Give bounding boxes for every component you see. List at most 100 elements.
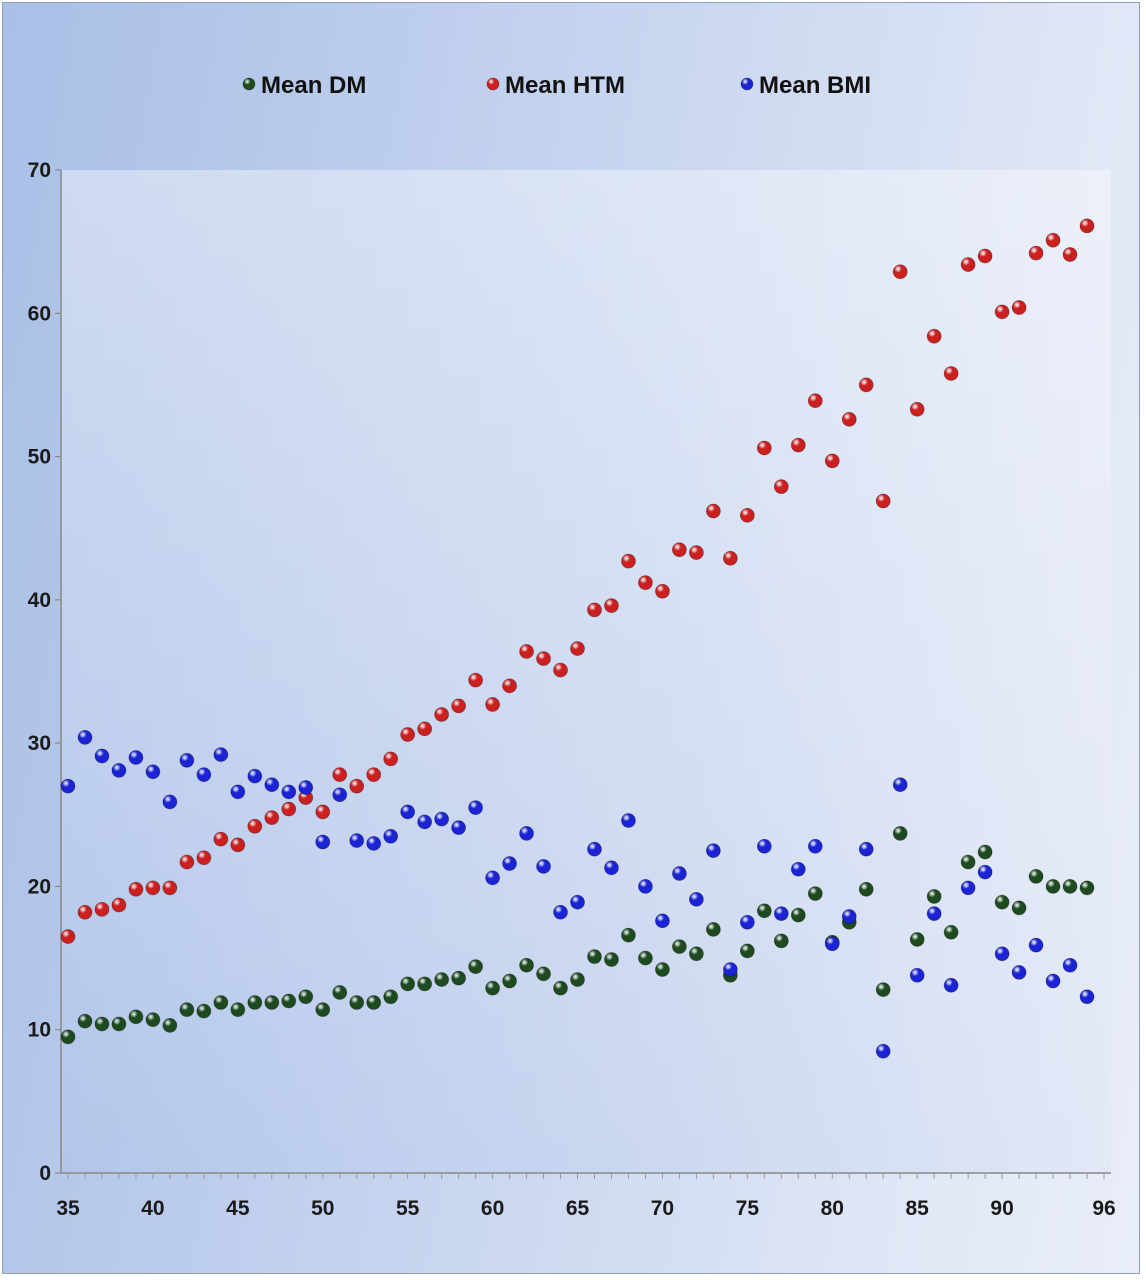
mean-dm-point bbox=[400, 976, 416, 992]
mean-dm-point bbox=[604, 952, 619, 967]
mean-htm-point bbox=[553, 662, 568, 678]
y-tick-label: 20 bbox=[28, 875, 51, 898]
mean-bmi-point bbox=[638, 879, 653, 894]
x-tick-label: 90 bbox=[990, 1197, 1013, 1220]
mean-dm-point bbox=[179, 1002, 195, 1018]
mean-dm-point bbox=[790, 907, 806, 923]
mean-htm-point bbox=[807, 393, 823, 409]
mean-htm-point bbox=[60, 929, 76, 944]
mean-bmi-point bbox=[536, 858, 551, 874]
mean-htm-point bbox=[366, 767, 382, 783]
mean-htm-point bbox=[655, 583, 670, 599]
mean-bmi-point bbox=[909, 967, 925, 983]
legend-marker bbox=[740, 77, 754, 91]
mean-bmi-point bbox=[60, 778, 76, 794]
x-tick-label: 55 bbox=[396, 1197, 420, 1220]
mean-htm-point bbox=[1011, 300, 1027, 315]
mean-dm-point bbox=[1011, 900, 1027, 916]
mean-bmi-point bbox=[790, 861, 806, 877]
mean-dm-point bbox=[587, 949, 602, 965]
mean-bmi-point bbox=[111, 762, 127, 778]
legend-marker bbox=[242, 77, 256, 91]
mean-bmi-point bbox=[841, 909, 857, 924]
mean-htm-point bbox=[196, 850, 212, 866]
mean-dm-point bbox=[1079, 880, 1095, 896]
mean-bmi-point bbox=[77, 730, 93, 745]
mean-dm-point bbox=[705, 922, 721, 937]
mean-htm-point bbox=[977, 248, 993, 264]
mean-bmi-point bbox=[570, 894, 585, 910]
mean-bmi-point bbox=[230, 784, 246, 800]
mean-bmi-point bbox=[519, 826, 534, 841]
legend-label: Mean HTM bbox=[505, 72, 625, 99]
mean-htm-point bbox=[145, 880, 161, 896]
x-tick-label: 75 bbox=[736, 1197, 760, 1220]
legend-item-mean-htm: Mean HTM bbox=[486, 72, 625, 99]
y-tick-label: 10 bbox=[28, 1019, 51, 1042]
mean-htm-point bbox=[926, 328, 942, 344]
mean-htm-point bbox=[688, 545, 704, 560]
mean-bmi-point bbox=[688, 891, 704, 907]
data-points bbox=[60, 218, 1095, 1059]
mean-bmi-point bbox=[298, 780, 314, 795]
x-tick-label: 60 bbox=[481, 1197, 504, 1220]
mean-htm-point bbox=[485, 697, 500, 712]
mean-bmi-point bbox=[943, 977, 959, 993]
mean-bmi-point bbox=[960, 880, 976, 896]
mean-bmi-point bbox=[400, 804, 416, 820]
mean-bmi-point bbox=[739, 914, 755, 930]
mean-dm-point bbox=[960, 854, 976, 870]
mean-htm-point bbox=[875, 493, 891, 509]
mean-dm-point bbox=[213, 995, 229, 1010]
mean-htm-point bbox=[638, 575, 653, 591]
mean-dm-point bbox=[892, 826, 908, 841]
mean-dm-point bbox=[111, 1016, 127, 1032]
mean-htm-point bbox=[773, 479, 789, 495]
legend: Mean DM Mean HTM Mean BMI bbox=[242, 72, 871, 99]
mean-bmi-point bbox=[94, 748, 110, 764]
y-tick-label: 40 bbox=[28, 589, 51, 612]
x-tick-label: 70 bbox=[651, 1197, 674, 1220]
mean-dm-point bbox=[264, 995, 280, 1010]
mean-bmi-point bbox=[875, 1043, 891, 1059]
mean-bmi-point bbox=[655, 913, 670, 929]
legend-label: Mean BMI bbox=[759, 72, 871, 99]
mean-htm-point bbox=[672, 542, 687, 558]
mean-htm-point bbox=[468, 672, 484, 688]
x-axis-ticks: 35 40 45 50 55 60 65 70 75 80 85 90 96 bbox=[56, 1173, 1116, 1220]
mean-htm-point bbox=[1045, 232, 1061, 248]
mean-bmi-point bbox=[451, 820, 467, 836]
mean-bmi-point bbox=[621, 813, 636, 828]
mean-dm-point bbox=[994, 894, 1010, 910]
mean-bmi-point bbox=[705, 843, 721, 859]
x-tick-label: 85 bbox=[906, 1197, 930, 1220]
mean-dm-point bbox=[230, 1002, 246, 1018]
mean-bmi-point bbox=[145, 764, 161, 780]
x-tick-label: 96 bbox=[1092, 1197, 1115, 1220]
mean-bmi-point bbox=[807, 838, 823, 854]
mean-htm-point bbox=[213, 831, 229, 847]
mean-dm-point bbox=[875, 982, 891, 997]
mean-bmi-point bbox=[417, 814, 433, 830]
mean-dm-point bbox=[60, 1029, 76, 1045]
mean-dm-point bbox=[519, 957, 534, 973]
mean-htm-point bbox=[519, 644, 534, 659]
mean-htm-point bbox=[1028, 245, 1044, 261]
mean-bmi-point bbox=[366, 836, 382, 851]
mean-htm-point bbox=[179, 854, 195, 870]
mean-dm-point bbox=[655, 962, 670, 977]
mean-dm-point bbox=[298, 989, 314, 1005]
mean-htm-point bbox=[264, 810, 280, 826]
legend-marker bbox=[486, 77, 500, 91]
mean-htm-point bbox=[434, 707, 450, 722]
mean-htm-point bbox=[722, 550, 738, 566]
mean-dm-point bbox=[434, 972, 450, 987]
mean-dm-point bbox=[196, 1003, 212, 1019]
mean-dm-point bbox=[807, 886, 823, 901]
mean-bmi-point bbox=[672, 866, 687, 881]
mean-dm-point bbox=[366, 995, 382, 1010]
axes bbox=[60, 170, 1111, 1174]
mean-htm-point bbox=[943, 366, 959, 381]
mean-bmi-point bbox=[892, 777, 908, 793]
mean-htm-point bbox=[247, 818, 263, 834]
